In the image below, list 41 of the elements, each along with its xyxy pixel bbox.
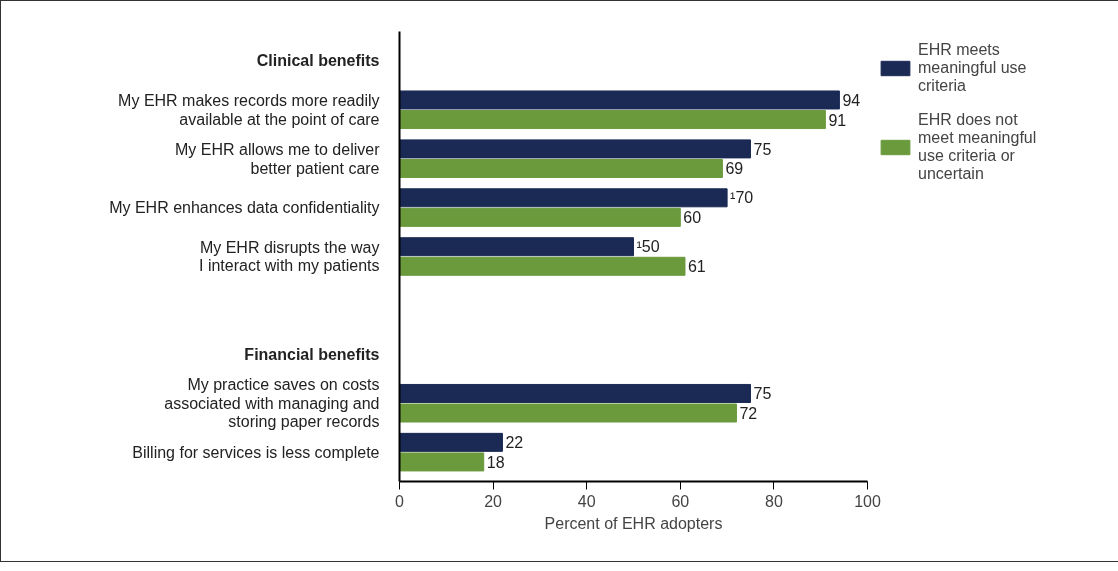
y-tick-label: My EHR disrupts the way I interact with my patients: [198, 238, 380, 275]
data-label: 69: [725, 160, 744, 178]
y-tick-label: My EHR enhances data confidentiality: [109, 199, 380, 217]
x-tick-label: 40: [577, 492, 596, 510]
data-label: 18: [486, 453, 505, 471]
bar: [399, 139, 751, 159]
data-label: 94: [842, 91, 861, 109]
y-tick-label: My EHR makes records more readily available at the point of care: [118, 91, 380, 128]
data-label: 60: [683, 209, 702, 227]
y-tick-label: Clinical benefits: [256, 52, 380, 70]
data-label: ¹50: [636, 238, 660, 256]
legend-label: EHR does not meet meaningful use criteria or uncertain: [918, 111, 1037, 183]
bar: [399, 403, 737, 423]
bar: [399, 158, 723, 178]
y-tick-label: My practice saves on costs associated with managing and storing paper records: [164, 376, 380, 431]
data-label: 91: [828, 111, 847, 129]
x-axis-title: Percent of EHR adopters: [544, 514, 723, 532]
data-label: 75: [753, 385, 772, 403]
y-tick-label: Financial benefits: [244, 345, 380, 363]
data-label: 72: [739, 405, 758, 423]
legend-label: EHR meets meaningful use criteria: [918, 41, 1027, 95]
data-label: 61: [687, 258, 706, 276]
bar: [399, 452, 485, 472]
x-tick-label: 60: [671, 492, 690, 510]
y-tick-label: My EHR allows me to deliver better patient care: [175, 140, 381, 177]
x-tick-label: 0: [395, 492, 405, 510]
x-tick-label: 80: [765, 492, 783, 510]
bar: [399, 432, 503, 452]
data-label: 75: [753, 140, 772, 158]
x-tick-label: 20: [484, 492, 503, 510]
bar: [399, 237, 634, 257]
bar: [399, 188, 728, 208]
data-label: ¹70: [730, 189, 754, 207]
bar: [399, 207, 681, 227]
x-tick-label: 100: [854, 492, 881, 510]
data-label: 22: [505, 434, 524, 452]
bar: [399, 383, 751, 403]
y-tick-label: Billing for services is less complete: [132, 443, 380, 461]
bar: [399, 90, 840, 110]
bar: [399, 110, 826, 130]
bar: [399, 256, 686, 276]
